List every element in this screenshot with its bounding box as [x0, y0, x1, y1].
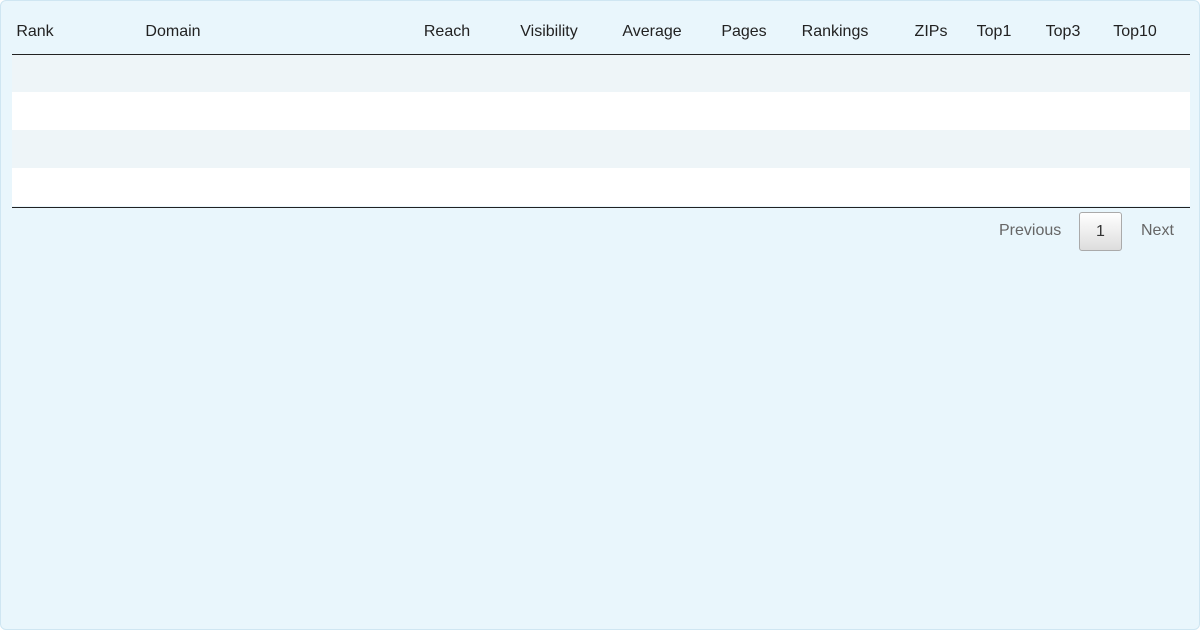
column-header: ZIPs	[914, 23, 948, 40]
next-button[interactable]: Next	[1141, 222, 1174, 239]
column-header: Rank	[16, 23, 54, 40]
footer-rule	[12, 207, 1190, 208]
page-button[interactable]: 1	[1079, 212, 1122, 251]
previous-button[interactable]: Previous	[999, 222, 1062, 239]
column-header: Average	[622, 23, 682, 40]
row-background	[12, 168, 1190, 206]
column-header: Domain	[145, 23, 201, 40]
row-background	[12, 130, 1190, 168]
column-header: Visibility	[520, 23, 578, 40]
column-header: Reach	[423, 23, 471, 40]
column-header: Top1	[976, 23, 1012, 40]
header-rule	[12, 54, 1190, 55]
row-background	[12, 92, 1190, 130]
row-background	[12, 54, 1190, 92]
column-header: Top10	[1113, 23, 1157, 40]
column-header: Top3	[1045, 23, 1081, 40]
column-header: Pages	[721, 23, 767, 40]
column-header: Rankings	[801, 23, 869, 40]
